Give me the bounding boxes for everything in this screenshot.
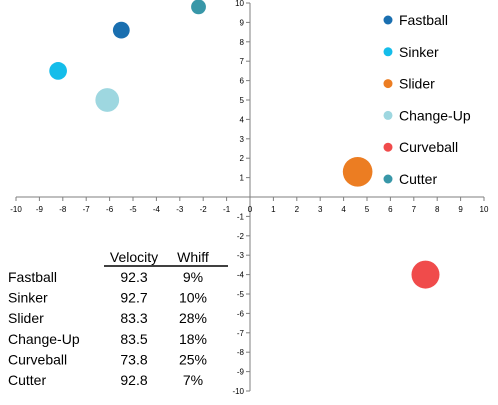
x-tick-label: 9: [458, 205, 463, 214]
table-cell-pitch: Slider: [8, 310, 44, 326]
table-cell-whiff: 18%: [179, 331, 207, 347]
table-cell-whiff: 25%: [179, 351, 207, 367]
y-tick-label: -7: [237, 329, 245, 338]
x-tick-label: 6: [388, 205, 393, 214]
x-tick-label: 3: [318, 205, 323, 214]
table-cell-velocity: 92.8: [120, 372, 147, 388]
y-tick-label: 10: [235, 0, 244, 8]
legend-marker-fastball: [383, 15, 393, 25]
bubble-slider: [342, 156, 373, 187]
legend-marker-curveball: [383, 142, 393, 152]
y-tick-label: -9: [237, 368, 245, 377]
y-tick-label: -4: [237, 271, 245, 280]
legend-label-curveball: Curveball: [399, 139, 458, 155]
x-tick-label: 1: [271, 205, 276, 214]
legend-label-fastball: Fastball: [399, 12, 448, 28]
x-tick-label: 2: [295, 205, 300, 214]
y-tick-label: -8: [237, 348, 245, 357]
legend-label-cutter: Cutter: [399, 171, 437, 187]
table-cell-whiff: 10%: [179, 290, 207, 306]
y-tick-label: 4: [240, 115, 245, 124]
legend-marker-change-up: [383, 110, 393, 120]
y-tick-label: -10: [232, 387, 244, 396]
x-tick-label: -3: [176, 205, 184, 214]
y-tick-label: -3: [237, 251, 245, 260]
table-cell-velocity: 92.7: [120, 290, 147, 306]
table-cell-whiff: 7%: [183, 372, 203, 388]
table-cell-pitch: Change-Up: [8, 331, 80, 347]
y-tick-label: 6: [240, 77, 245, 86]
x-tick-label: -10: [10, 205, 22, 214]
y-tick-label: 7: [240, 57, 245, 66]
table-cell-pitch: Cutter: [8, 372, 46, 388]
table-cell-whiff: 28%: [179, 310, 207, 326]
x-tick-label: 7: [412, 205, 417, 214]
y-tick-label: 5: [240, 96, 245, 105]
y-tick-label: -1: [237, 212, 245, 221]
table-cell-pitch: Sinker: [8, 290, 48, 306]
bubble-cutter: [191, 0, 206, 15]
legend-label-change-up: Change-Up: [399, 107, 471, 123]
x-tick-label: 4: [341, 205, 346, 214]
y-tick-label: 3: [240, 135, 245, 144]
table-cell-velocity: 83.3: [120, 310, 147, 326]
x-tick-label: -6: [106, 205, 114, 214]
y-tick-label: -5: [237, 290, 245, 299]
table-header-velocity: Velocity: [110, 249, 158, 265]
table-cell-pitch: Fastball: [8, 269, 57, 285]
y-tick-label: -2: [237, 232, 245, 241]
legend-marker-cutter: [383, 174, 393, 184]
x-tick-label: 10: [480, 205, 489, 214]
legend-marker-sinker: [383, 47, 393, 57]
bubble-change-up: [95, 88, 120, 112]
x-tick-label: 5: [365, 205, 370, 214]
x-tick-label: -5: [129, 205, 137, 214]
bubble-sinker: [49, 62, 67, 80]
y-tick-label: -6: [237, 309, 245, 318]
table-cell-velocity: 92.3: [120, 269, 147, 285]
x-tick-label: -9: [36, 205, 44, 214]
y-tick-label: 8: [240, 38, 245, 47]
table-header-whiff: Whiff: [177, 249, 209, 265]
y-tick-label: 1: [240, 174, 245, 183]
legend-label-sinker: Sinker: [399, 44, 439, 60]
legend-label-slider: Slider: [399, 76, 435, 92]
x-tick-label: -2: [200, 205, 208, 214]
x-tick-label: 8: [435, 205, 440, 214]
x-tick-label: -7: [83, 205, 91, 214]
table-cell-velocity: 73.8: [120, 351, 147, 367]
x-tick-label: -1: [223, 205, 231, 214]
x-tick-label: -4: [153, 205, 161, 214]
table-cell-velocity: 83.5: [120, 331, 147, 347]
y-tick-label: 2: [240, 154, 245, 163]
x-tick-label: 0: [248, 205, 253, 214]
table-cell-pitch: Curveball: [8, 351, 67, 367]
table-cell-whiff: 9%: [183, 269, 203, 285]
bubble-curveball: [411, 260, 440, 289]
legend-marker-slider: [383, 79, 393, 89]
y-tick-label: 9: [240, 18, 245, 27]
bubble-fastball: [112, 21, 130, 39]
x-tick-label: -8: [59, 205, 67, 214]
